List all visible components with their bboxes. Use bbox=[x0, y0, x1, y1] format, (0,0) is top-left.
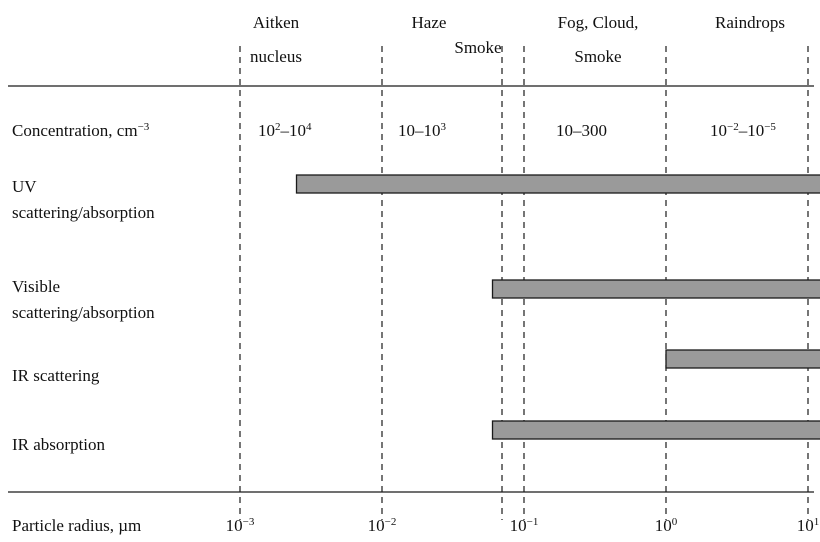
x-tick-4-base: 10 bbox=[797, 516, 814, 535]
concentration-value-3-exp-1: −5 bbox=[764, 121, 776, 133]
concentration-value-2-base-0: 10–300 bbox=[556, 121, 607, 140]
row-labels: UV scattering/absorption Visible scattering… bbox=[12, 177, 155, 454]
concentration-value-2: 10–300 bbox=[556, 121, 607, 140]
concentration-value-3: 10−2–10−5 bbox=[710, 121, 776, 140]
x-tick-1: 10−2 bbox=[368, 516, 397, 535]
x-tick-1-exp: −2 bbox=[385, 516, 397, 528]
x-tick-2-exp: −1 bbox=[527, 516, 539, 528]
category-label-3-line-1: Smoke bbox=[574, 47, 621, 66]
row-label-1-line-1: scattering/absorption bbox=[12, 303, 155, 322]
x-tick-4-exp: 1 bbox=[814, 516, 820, 528]
range-bar-0 bbox=[295, 174, 820, 194]
range-bars bbox=[295, 174, 820, 440]
range-bar-3 bbox=[491, 420, 820, 440]
x-tick-0: 10−3 bbox=[226, 516, 255, 535]
x-tick-3-exp: 0 bbox=[672, 516, 678, 528]
concentration-value-1-exp-1: 3 bbox=[441, 121, 447, 133]
x-axis-label: Particle radius, µm bbox=[12, 516, 141, 535]
x-tick-4: 101 bbox=[797, 516, 820, 535]
concentration-value-0-exp-1: 4 bbox=[306, 121, 312, 133]
category-label-3-line-0: Fog, Cloud, bbox=[558, 13, 639, 32]
category-label-0-line-0: Aitken bbox=[253, 13, 300, 32]
x-tick-1-base: 10 bbox=[368, 516, 385, 535]
category-label-1-line-0: Haze bbox=[412, 13, 447, 32]
category-labels: Aitken nucleus Haze Smoke Fog, Cloud, Smoke Ra… bbox=[250, 13, 785, 66]
x-tick-3-base: 10 bbox=[655, 516, 672, 535]
concentration-value-1: 10–103 bbox=[398, 121, 447, 140]
category-label-0-line-1: nucleus bbox=[250, 47, 302, 66]
concentration-label-text: Concentration, cm bbox=[12, 121, 138, 140]
concentration-value-3-base-0: 10 bbox=[710, 121, 727, 140]
range-bar-1 bbox=[491, 279, 820, 299]
concentration-label: Concentration, cm−3 bbox=[12, 121, 150, 140]
concentration-value-0-base-1: –10 bbox=[280, 121, 307, 140]
concentration-value-1-base-1: 10 bbox=[424, 121, 441, 140]
row-label-0-line-0: UV bbox=[12, 177, 37, 196]
x-tick-0-base: 10 bbox=[226, 516, 243, 535]
category-label-4-line-0: Raindrops bbox=[715, 13, 785, 32]
x-tick-2: 10−1 bbox=[510, 516, 539, 535]
x-tick-0-exp: −3 bbox=[243, 516, 255, 528]
category-label-2-line-0: Smoke bbox=[454, 38, 501, 57]
x-tick-2-base: 10 bbox=[510, 516, 527, 535]
row-label-3-line-0: IR absorption bbox=[12, 435, 106, 454]
range-bar-2 bbox=[665, 349, 820, 369]
row-label-1-line-0: Visible bbox=[12, 277, 60, 296]
concentration-value-0-base-0: 10 bbox=[258, 121, 275, 140]
concentration-label-exp: −3 bbox=[138, 121, 150, 133]
concentration-value-0: 102–104 bbox=[258, 121, 312, 140]
concentration-row: Concentration, cm−3 102–104 10–103 10–300 10… bbox=[12, 121, 776, 140]
x-tick-3: 100 bbox=[655, 516, 678, 535]
row-label-0-line-1: scattering/absorption bbox=[12, 203, 155, 222]
row-label-2-line-0: IR scattering bbox=[12, 366, 100, 385]
concentration-value-0-exp-0: 2 bbox=[275, 121, 281, 133]
concentration-value-3-exp-0: −2 bbox=[727, 121, 739, 133]
concentration-value-3-base-1: –10 bbox=[738, 121, 765, 140]
concentration-value-1-base-0: 10– bbox=[398, 121, 424, 140]
